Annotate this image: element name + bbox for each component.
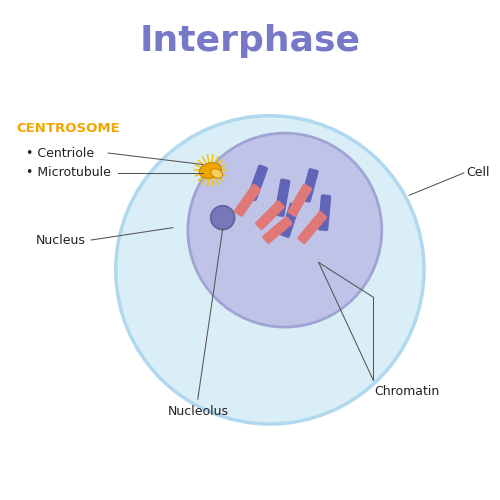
Circle shape [188,133,382,327]
Text: CENTROSOME: CENTROSOME [16,122,120,134]
Text: Nucleus: Nucleus [36,234,86,246]
FancyBboxPatch shape [274,178,290,217]
FancyBboxPatch shape [262,216,292,244]
Text: Cell: Cell [466,166,490,179]
FancyBboxPatch shape [297,211,327,244]
FancyBboxPatch shape [300,168,318,202]
Text: • Microtubule: • Microtubule [26,166,111,179]
Circle shape [116,116,424,424]
Ellipse shape [199,162,221,178]
FancyBboxPatch shape [288,184,312,217]
FancyBboxPatch shape [255,200,285,230]
Text: Nucleolus: Nucleolus [168,405,228,418]
Text: Chromatin: Chromatin [374,385,440,398]
Text: • Centriole: • Centriole [26,146,94,160]
FancyBboxPatch shape [318,194,331,231]
FancyBboxPatch shape [280,202,299,238]
FancyBboxPatch shape [234,184,261,217]
FancyBboxPatch shape [247,164,268,201]
Text: Interphase: Interphase [140,24,360,58]
Circle shape [210,206,234,230]
Ellipse shape [211,169,222,178]
